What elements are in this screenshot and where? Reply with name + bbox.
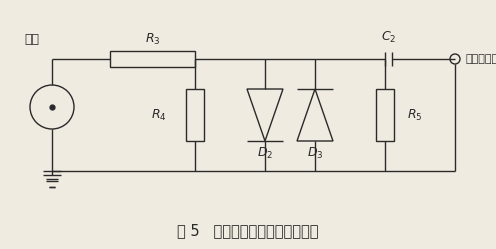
Text: $D_2$: $D_2$ (257, 145, 273, 161)
Text: 探头: 探头 (24, 33, 39, 46)
FancyBboxPatch shape (110, 51, 195, 67)
Text: $R_5$: $R_5$ (407, 108, 423, 123)
FancyBboxPatch shape (186, 89, 204, 141)
Text: 图 5   超声回波信号接收隔离电路: 图 5 超声回波信号接收隔离电路 (177, 224, 319, 239)
Text: $D_3$: $D_3$ (307, 145, 323, 161)
Text: $R_3$: $R_3$ (145, 31, 160, 47)
FancyBboxPatch shape (376, 89, 394, 141)
Text: $R_4$: $R_4$ (151, 108, 167, 123)
Text: $C_2$: $C_2$ (381, 29, 396, 45)
Text: 限幅输出信号: 限幅输出信号 (465, 54, 496, 64)
